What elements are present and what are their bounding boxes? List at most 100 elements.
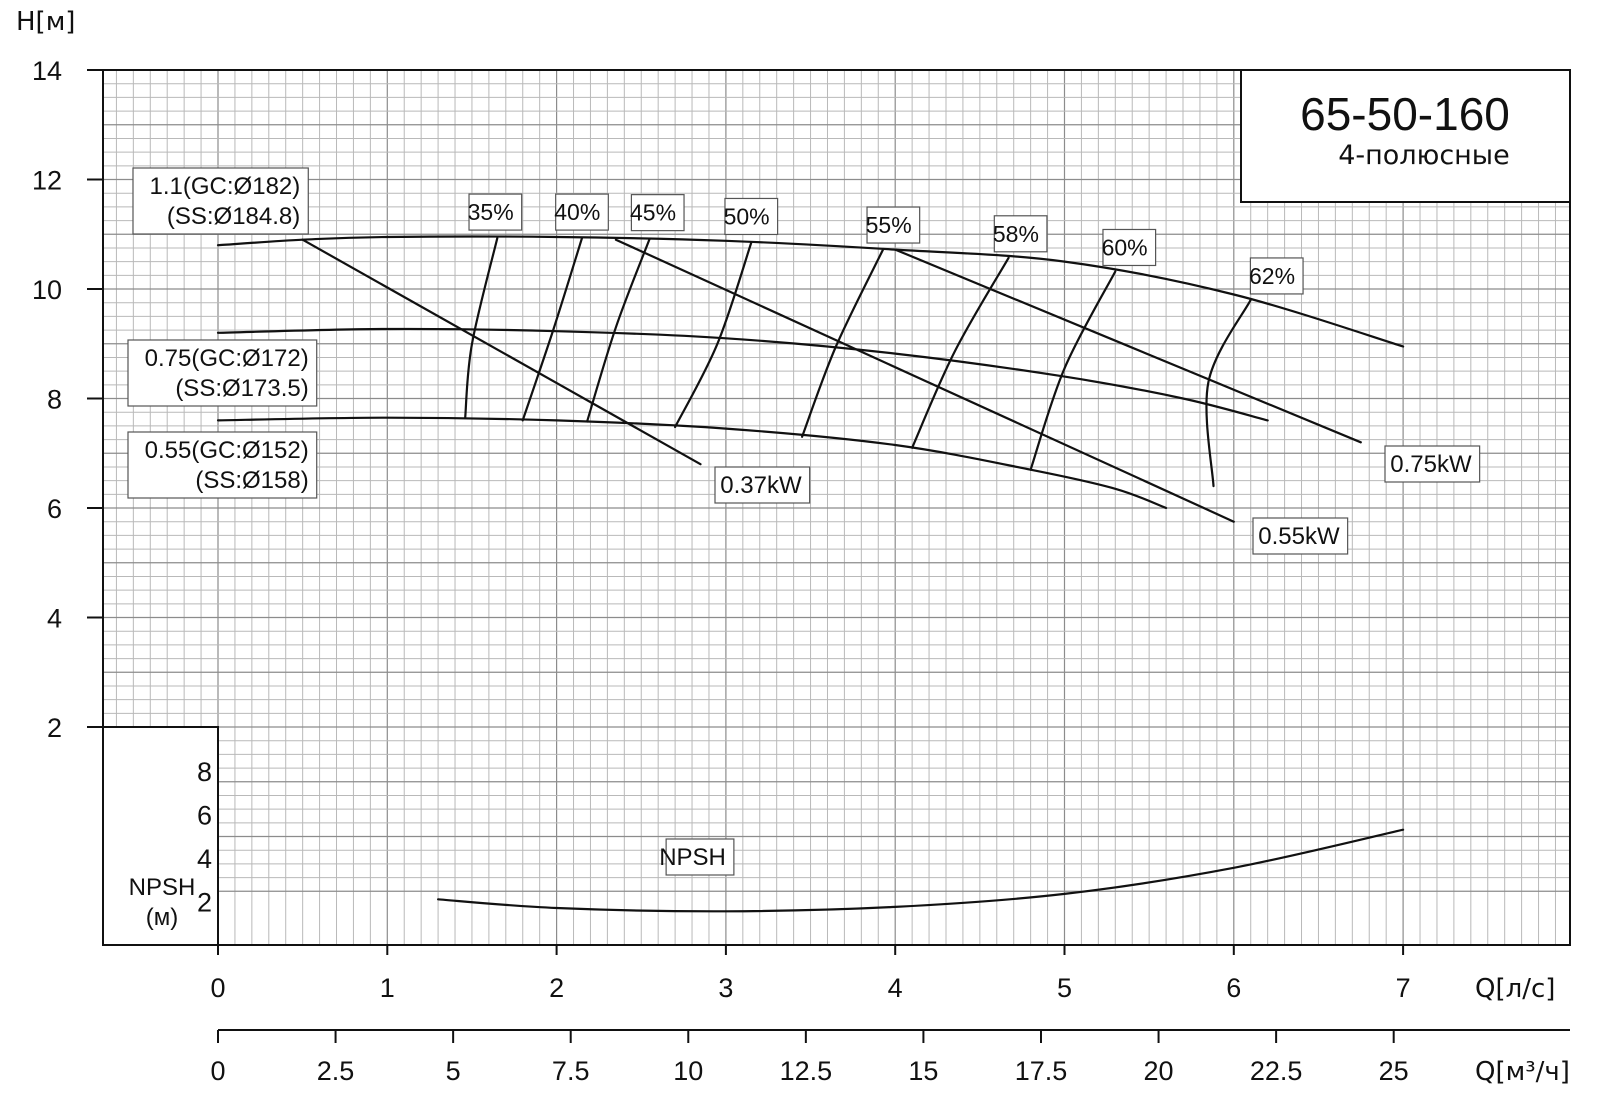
power-label-box	[714, 466, 811, 504]
power-label-text: 0.37kW	[720, 472, 802, 499]
chart-title: 65-50-160	[1300, 88, 1510, 140]
x2-tick-label: 17.5	[1015, 1056, 1068, 1086]
power-line	[894, 248, 1362, 444]
efficiency-curve	[1029, 270, 1117, 471]
power-line	[301, 238, 702, 466]
efficiency-curve	[801, 247, 885, 438]
x-tick-label: 6	[1226, 973, 1241, 1003]
head-curve-label-text: 0.75(GC:Ø172)	[145, 345, 309, 372]
y-tick-label: 12	[32, 166, 62, 196]
efficiency-label-box	[724, 197, 779, 236]
efficiency-label-text: 35%	[468, 199, 514, 225]
efficiency-label-box	[555, 193, 609, 231]
label-layer: 1.1(GC:Ø182) (SS:Ø184.8) 0.75(GC:Ø172) (SS:…	[127, 167, 1481, 876]
efficiency-label: 55%	[866, 206, 921, 244]
efficiency-label-text: 50%	[724, 203, 770, 229]
y-tick-label: 14	[32, 56, 62, 86]
efficiency-curve	[911, 256, 1010, 449]
x2-tick-label: 7.5	[552, 1056, 590, 1086]
title-box	[1240, 69, 1571, 203]
npsh-axis-label: (м)	[146, 904, 178, 931]
x2-tick-label: 20	[1144, 1056, 1174, 1086]
head-curve-label-box	[127, 339, 318, 407]
efficiency-curve	[521, 237, 584, 422]
efficiency-label: 50%	[724, 197, 779, 236]
efficiency-label-text: 45%	[630, 200, 676, 226]
efficiency-curve	[464, 237, 499, 419]
y-tick-label: 10	[32, 275, 62, 305]
head-curve-label: 0.55(GC:Ø152) (SS:Ø158)	[127, 431, 318, 499]
head-curve-label-text: (SS:Ø173.5)	[175, 375, 308, 402]
x2-tick-label: 0	[210, 1056, 225, 1086]
x2-tick-label: 25	[1379, 1056, 1409, 1086]
npsh-curve	[437, 828, 1405, 913]
head-curve	[216, 235, 1405, 348]
efficiency-label-box	[468, 193, 523, 231]
x2-tick-label: 5	[446, 1056, 461, 1086]
npsh-axis-label: NPSH	[129, 874, 196, 901]
curve-layer	[216, 235, 1405, 913]
efficiency-label-text: 60%	[1102, 234, 1148, 260]
efficiency-label: 45%	[630, 194, 685, 232]
head-curve-label-text: (SS:Ø158)	[195, 467, 308, 494]
x2-tick-label: 15	[908, 1056, 938, 1086]
efficiency-label: 35%	[468, 193, 523, 231]
efficiency-label-box	[1249, 257, 1304, 295]
y-tick-label: 4	[47, 604, 62, 634]
x-tick-label: 1	[380, 973, 395, 1003]
efficiency-label-text: 55%	[866, 212, 912, 238]
x2-tick-label: 10	[673, 1056, 703, 1086]
y-axis-title: H[м]	[16, 7, 75, 37]
efficiency-label: 60%	[1102, 228, 1157, 267]
x-tick-label: 0	[210, 973, 225, 1003]
y-tick-label: 6	[47, 494, 62, 524]
head-curve-label-text: 1.1(GC:Ø182)	[150, 173, 301, 200]
x2-tick-label: 12.5	[780, 1056, 833, 1086]
head-curve-label-box	[132, 167, 309, 235]
y-tick-label: 2	[47, 713, 62, 743]
grid-layer	[103, 69, 1570, 945]
x-tick-label: 3	[718, 973, 733, 1003]
head-curve	[216, 416, 1168, 510]
efficiency-label-text: 40%	[554, 199, 600, 225]
power-label: 0.55kW	[1252, 517, 1349, 555]
head-curve-label-text: 0.55(GC:Ø152)	[145, 437, 309, 464]
power-label-box	[1384, 445, 1481, 483]
npsh-tick-label: 4	[197, 844, 212, 874]
npsh-curve-label-text: NPSH	[659, 844, 726, 871]
x2-tick-label: 2.5	[317, 1056, 355, 1086]
efficiency-label-text: 62%	[1249, 263, 1295, 289]
efficiency-curve	[1205, 298, 1252, 488]
y-tick-label: 8	[47, 385, 62, 415]
power-label: 0.37kW	[714, 466, 811, 504]
head-curve-label-box	[127, 431, 318, 499]
efficiency-label-box	[630, 194, 685, 232]
efficiency-label-box	[866, 206, 921, 244]
x-tick-label: 2	[549, 973, 564, 1003]
x2-axis-title: Q[м³/ч]	[1475, 1057, 1570, 1087]
efficiency-label-box	[1102, 228, 1157, 267]
power-label-text: 0.55kW	[1258, 523, 1340, 550]
efficiency-label-text: 58%	[993, 221, 1039, 247]
efficiency-label: 40%	[554, 193, 609, 231]
head-curve	[216, 327, 1269, 422]
efficiency-label: 58%	[993, 215, 1048, 253]
x-tick-label: 4	[888, 973, 903, 1003]
power-line	[614, 238, 1235, 523]
npsh-tick-label: 8	[197, 757, 212, 787]
chart-subtitle: 4-полюсные	[1338, 140, 1510, 171]
npsh-inset-box	[102, 726, 219, 946]
npsh-tick-label: 6	[197, 801, 212, 831]
power-label-box	[1252, 517, 1349, 555]
head-curve-label-text: (SS:Ø184.8)	[167, 203, 300, 230]
x-tick-label: 5	[1057, 973, 1072, 1003]
x2-tick-label: 22.5	[1250, 1056, 1303, 1086]
power-label: 0.75kW	[1384, 445, 1481, 483]
npsh-tick-label: 2	[197, 888, 212, 918]
power-label-text: 0.75kW	[1390, 451, 1472, 478]
efficiency-label: 62%	[1249, 257, 1304, 295]
efficiency-curve	[674, 241, 753, 429]
efficiency-label-box	[993, 215, 1048, 253]
